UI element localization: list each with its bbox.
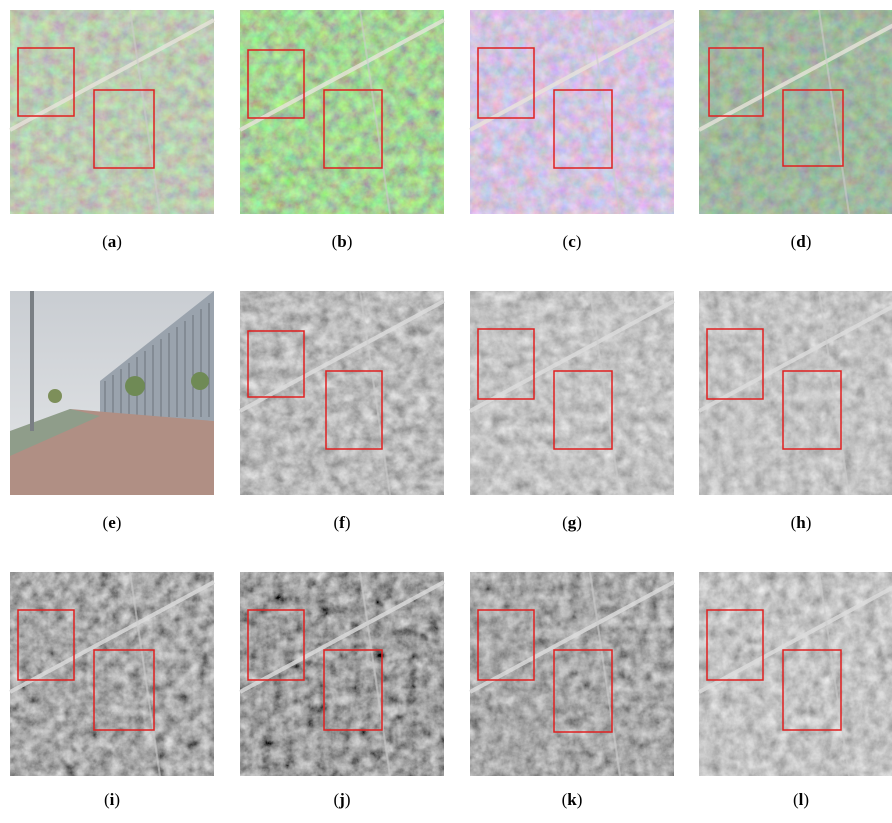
panel (699, 291, 892, 495)
panel-label: (g) (562, 513, 582, 532)
figure: (a) (b) (c) (d) (e) (f) (g) (h) (i) (j) (k) (l) (0, 0, 892, 823)
panel (240, 291, 444, 495)
panel-label: (c) (563, 232, 582, 251)
panel (240, 572, 444, 776)
panel-label: (d) (791, 232, 812, 251)
panel (10, 10, 214, 214)
panel (470, 572, 674, 776)
panel (470, 291, 674, 495)
panel (699, 572, 892, 776)
panel (10, 291, 214, 495)
panel (699, 10, 892, 214)
panel-label: (e) (103, 513, 122, 532)
panel-label: (h) (791, 513, 812, 532)
panel-label: (i) (104, 790, 120, 809)
panel-label: (j) (333, 790, 350, 809)
panel-label: (l) (793, 790, 809, 809)
panel-label: (k) (562, 790, 583, 809)
panel (10, 572, 214, 776)
panel-label: (b) (332, 232, 353, 251)
panel (470, 10, 674, 214)
panel-label: (f) (333, 513, 350, 532)
panel (240, 10, 444, 214)
panel-label: (a) (102, 232, 122, 251)
